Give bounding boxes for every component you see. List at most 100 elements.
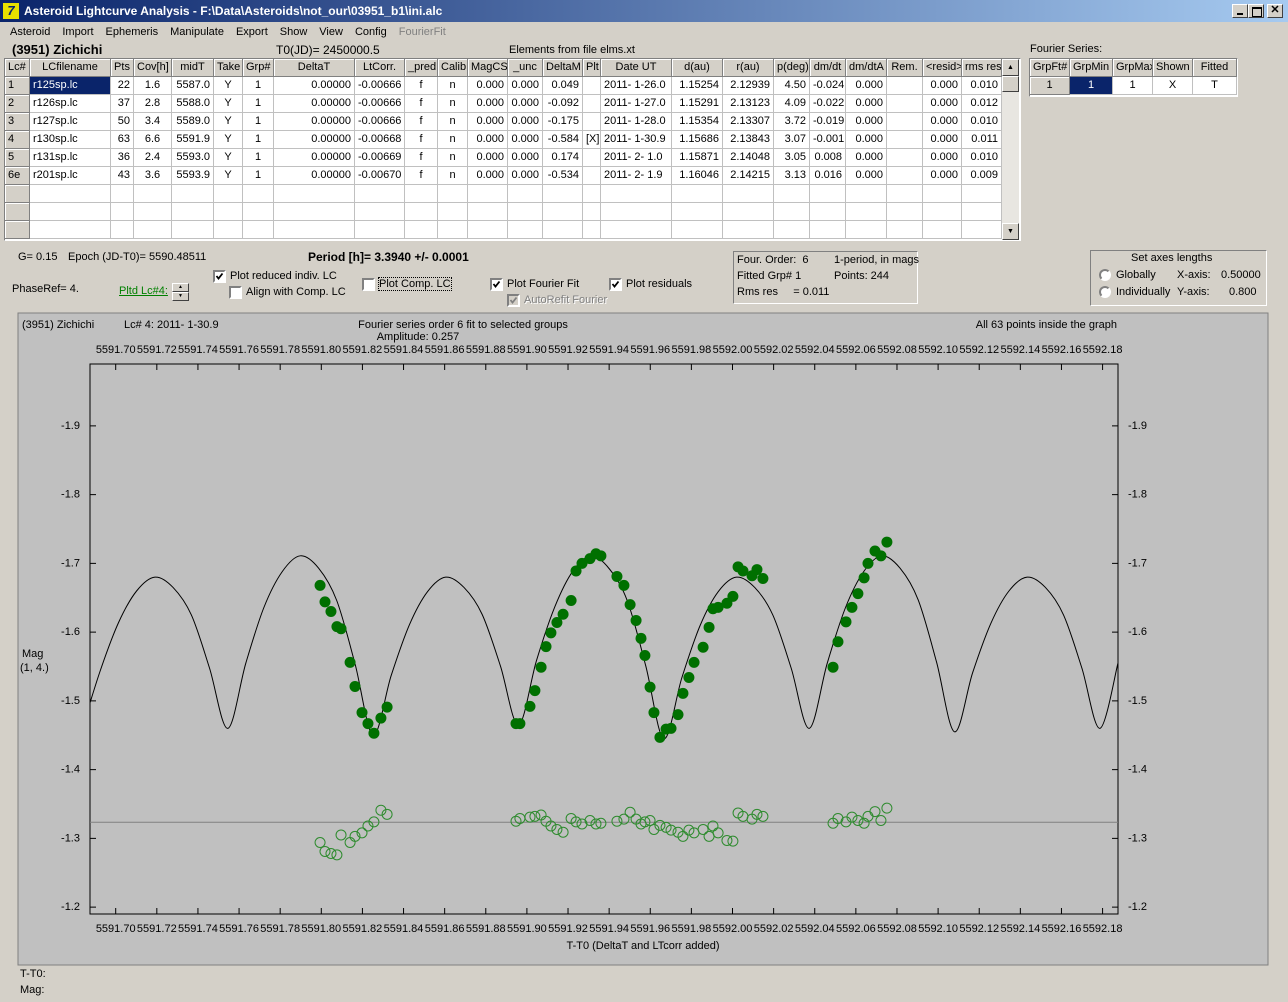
column-header[interactable]: LtCorr. — [355, 59, 405, 77]
menu-item[interactable]: Import — [62, 26, 94, 38]
table-cell[interactable]: 2.13843 — [723, 131, 774, 149]
table-cell[interactable]: 0.00000 — [274, 113, 355, 131]
table-cell[interactable]: 22 — [111, 77, 134, 95]
table-cell[interactable]: f — [405, 113, 438, 131]
table-cell[interactable]: r126sp.lc — [30, 95, 111, 113]
table-cell[interactable]: 0.010 — [962, 113, 1002, 131]
column-header[interactable]: rms res — [962, 59, 1002, 77]
table-cell[interactable]: r125sp.lc — [30, 77, 111, 95]
table-cell[interactable]: Y — [214, 167, 243, 185]
plotted-lc-link[interactable]: Pltd Lc#4: — [119, 285, 168, 297]
table-cell[interactable]: 0.012 — [962, 95, 1002, 113]
table-cell[interactable]: 43 — [111, 167, 134, 185]
table-cell[interactable]: 1 — [243, 77, 274, 95]
table-cell[interactable]: 0.000 — [468, 167, 508, 185]
table-cell[interactable]: 3.6 — [134, 167, 172, 185]
table-cell[interactable]: 0.000 — [468, 95, 508, 113]
table-cell[interactable] — [887, 131, 923, 149]
table-cell[interactable]: 3.13 — [774, 167, 810, 185]
table-cell[interactable]: r127sp.lc — [30, 113, 111, 131]
table-cell[interactable]: 2011- 1-27.0 — [601, 95, 672, 113]
table-cell[interactable]: 1 — [1113, 77, 1153, 95]
table-cell[interactable]: 0.000 — [846, 149, 887, 167]
table-cell[interactable]: 6.6 — [134, 131, 172, 149]
table-cell[interactable] — [887, 77, 923, 95]
table-cell[interactable]: 1.16046 — [672, 167, 723, 185]
table-cell[interactable]: n — [438, 113, 468, 131]
checkbox[interactable] — [229, 286, 242, 299]
table-cell[interactable]: 2.14048 — [723, 149, 774, 167]
table-cell[interactable]: 0.00000 — [274, 167, 355, 185]
table-cell[interactable]: -0.00666 — [355, 95, 405, 113]
table-cell[interactable]: 2011- 2- 1.9 — [601, 167, 672, 185]
table-cell[interactable]: 50 — [111, 113, 134, 131]
table-cell[interactable] — [583, 149, 601, 167]
table-cell[interactable]: 1.15254 — [672, 77, 723, 95]
spin-down[interactable]: ▼ — [172, 292, 189, 301]
table-cell[interactable]: n — [438, 149, 468, 167]
table-cell[interactable]: 0.000 — [923, 167, 962, 185]
table-cell[interactable]: 0.00000 — [274, 77, 355, 95]
table-cell[interactable]: Y — [214, 95, 243, 113]
table-cell[interactable]: f — [405, 95, 438, 113]
table-cell[interactable]: 0.011 — [962, 131, 1002, 149]
table-cell[interactable] — [583, 167, 601, 185]
table-cell[interactable]: 0.000 — [508, 77, 543, 95]
column-header[interactable]: Date UT — [601, 59, 672, 77]
table-cell[interactable]: 2.4 — [134, 149, 172, 167]
table-cell[interactable]: 0.000 — [508, 113, 543, 131]
table-cell[interactable] — [887, 149, 923, 167]
table-cell[interactable]: 1 — [1070, 77, 1113, 95]
table-cell[interactable]: [X] — [583, 131, 601, 149]
table-cell[interactable]: 0.00000 — [274, 131, 355, 149]
column-header[interactable]: DeltaT — [274, 59, 355, 77]
table-cell[interactable] — [583, 95, 601, 113]
column-header[interactable]: GrpMin — [1070, 59, 1113, 77]
scrollbar[interactable] — [1002, 59, 1019, 240]
column-header[interactable]: r(au) — [723, 59, 774, 77]
table-cell[interactable]: 3.07 — [774, 131, 810, 149]
column-header[interactable]: dm/dt — [810, 59, 846, 77]
table-cell[interactable]: Y — [214, 77, 243, 95]
row-header[interactable]: 1 — [5, 77, 30, 95]
table-cell[interactable]: Y — [214, 113, 243, 131]
close-button[interactable]: ✕ — [1267, 4, 1283, 18]
column-header[interactable]: Calib — [438, 59, 468, 77]
table-cell[interactable]: f — [405, 149, 438, 167]
scroll-thumb[interactable] — [1002, 76, 1019, 92]
table-cell[interactable]: 0.008 — [810, 149, 846, 167]
table-cell[interactable]: 1.15354 — [672, 113, 723, 131]
column-header[interactable]: Take — [214, 59, 243, 77]
table-cell[interactable]: 1.15686 — [672, 131, 723, 149]
table-cell[interactable]: -0.001 — [810, 131, 846, 149]
table-cell[interactable]: 0.000 — [923, 95, 962, 113]
minimize-button[interactable] — [1232, 4, 1248, 18]
column-header[interactable]: Rem. — [887, 59, 923, 77]
table-cell[interactable]: r131sp.lc — [30, 149, 111, 167]
table-cell[interactable]: 4.09 — [774, 95, 810, 113]
table-cell[interactable]: n — [438, 77, 468, 95]
table-cell[interactable]: 0.000 — [923, 77, 962, 95]
spin-up[interactable]: ▲ — [172, 283, 189, 292]
checkbox[interactable] — [362, 278, 375, 291]
spinner[interactable]: ▲ ▼ — [172, 283, 189, 301]
column-header[interactable]: GrpFt# — [1030, 59, 1070, 77]
table-cell[interactable]: 37 — [111, 95, 134, 113]
table-cell[interactable] — [583, 77, 601, 95]
table-cell[interactable]: 0.049 — [543, 77, 583, 95]
row-header[interactable]: 4 — [5, 131, 30, 149]
table-cell[interactable]: 0.000 — [468, 131, 508, 149]
table-cell[interactable]: r130sp.lc — [30, 131, 111, 149]
radio-label[interactable]: Individually — [1116, 286, 1171, 298]
table-cell[interactable]: 0.010 — [962, 77, 1002, 95]
table-cell[interactable]: 1 — [243, 113, 274, 131]
table-cell[interactable]: -0.00666 — [355, 113, 405, 131]
table-cell[interactable]: -0.534 — [543, 167, 583, 185]
row-header[interactable]: 2 — [5, 95, 30, 113]
checkbox[interactable] — [213, 270, 226, 283]
table-cell[interactable]: 0.000 — [468, 149, 508, 167]
table-cell[interactable]: 0.016 — [810, 167, 846, 185]
table-cell[interactable]: f — [405, 167, 438, 185]
table-cell[interactable]: 5593.0 — [172, 149, 214, 167]
row-header[interactable]: 3 — [5, 113, 30, 131]
